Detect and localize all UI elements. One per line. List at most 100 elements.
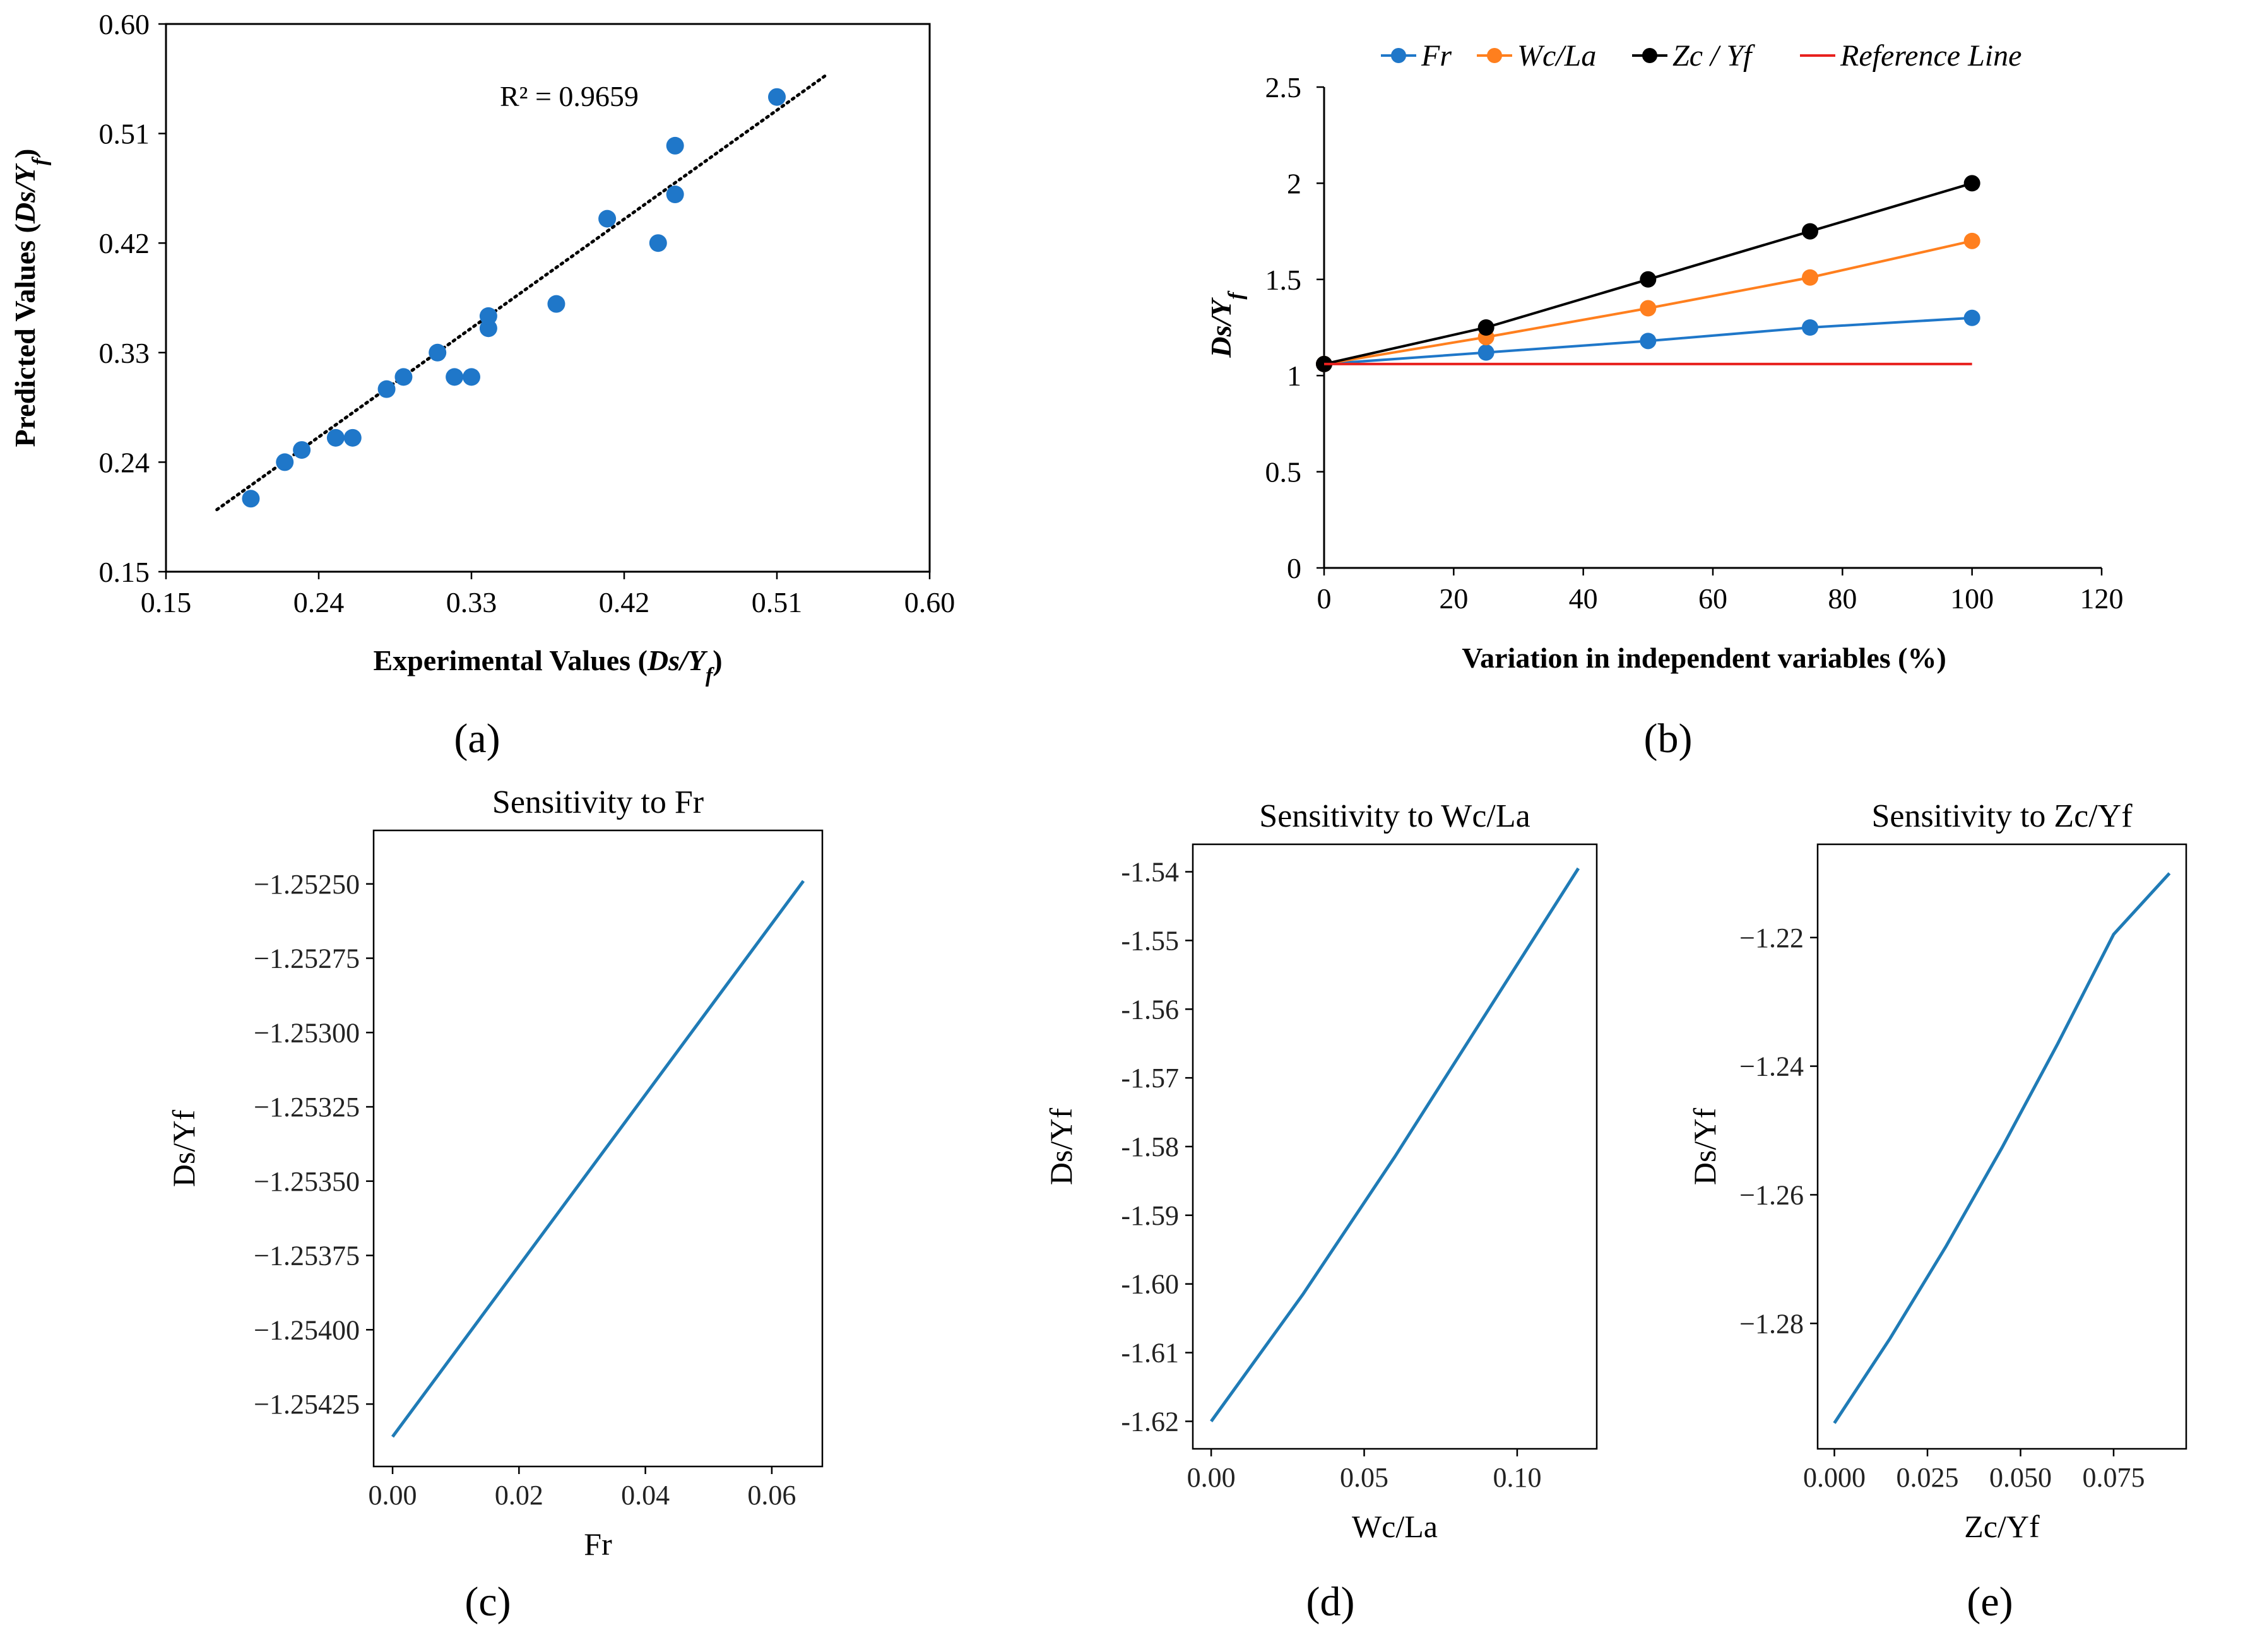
panel-e-sensitivity: Sensitivity to Zc/Yf 0.000 0.025 0.050 0.075… — [1687, 798, 2187, 1625]
y-tick-label-b: 1.5 — [1265, 264, 1302, 296]
y-axis-title-c: Ds/Yf — [166, 1110, 201, 1188]
series-marker-zcyf — [1640, 271, 1657, 288]
data-point — [429, 343, 447, 362]
panel-label-d: (d) — [1306, 1579, 1355, 1625]
panel-label-b: (b) — [1644, 716, 1693, 762]
plot-frame-c — [372, 829, 824, 1468]
x-tick-label-c: 0.00 — [369, 1480, 417, 1511]
x-tick-label-c: 0.02 — [495, 1480, 543, 1511]
y-tick-label-d: -1.59 — [1121, 1200, 1179, 1231]
data-point — [463, 368, 480, 386]
y-tick-label-b: 1 — [1287, 360, 1301, 392]
data-point — [446, 368, 464, 386]
series-marker-fr — [1477, 344, 1494, 361]
data-point — [276, 453, 294, 471]
data-point — [666, 136, 684, 155]
series-marker-fr — [1640, 333, 1657, 350]
x-tick-label-b: 0 — [1317, 582, 1332, 615]
x-tick-label-d: 0.00 — [1187, 1462, 1236, 1493]
y-tick-label-a: 0.15 — [99, 556, 150, 588]
legend-swatch-marker — [1487, 48, 1502, 63]
data-point — [598, 209, 617, 228]
x-tick-label-b: 80 — [1828, 582, 1857, 615]
sensitivity-line-d — [1210, 867, 1580, 1422]
x-tick-label-b: 20 — [1439, 582, 1468, 615]
x-tick-label-a: 0.24 — [293, 586, 345, 618]
y-tick-label-c: −1.25250 — [254, 869, 360, 900]
y-tick-label-a: 0.42 — [99, 227, 150, 259]
data-point — [479, 319, 497, 338]
x-tick-label-d: 0.05 — [1340, 1462, 1388, 1493]
series-marker-wcla — [1802, 269, 1818, 286]
panel-label-a: (a) — [454, 716, 500, 762]
y-tick-label-b: 2.5 — [1265, 71, 1302, 103]
x-tick-label-e: 0.000 — [1803, 1462, 1866, 1493]
x-tick-label-a: 0.15 — [141, 586, 192, 618]
chart-title-e: Sensitivity to Zc/Yf — [1871, 798, 2133, 834]
data-point — [377, 380, 396, 398]
series-marker-zcyf — [1802, 223, 1818, 240]
y-axis-title-e: Ds/Yf — [1687, 1108, 1722, 1186]
x-tick-label-b: 40 — [1569, 582, 1598, 615]
x-tick-label-b: 60 — [1698, 582, 1727, 615]
data-point — [343, 428, 362, 447]
series-marker-wcla — [1640, 300, 1657, 317]
x-tick-label-e: 0.075 — [2082, 1462, 2145, 1493]
y-tick-label-c: −1.25325 — [254, 1092, 360, 1123]
x-tick-label-b: 120 — [2080, 582, 2124, 615]
y-tick-label-e: −1.28 — [1739, 1308, 1804, 1339]
series-marker-zcyf — [1477, 319, 1494, 336]
legend-entry-label: Wc/La — [1517, 39, 1596, 73]
series-marker-fr — [1963, 309, 1980, 326]
x-tick-label-b: 100 — [1950, 582, 1994, 615]
data-point — [394, 368, 413, 386]
x-axis-title-b: Variation in independent variables (%) — [1462, 642, 1946, 674]
y-tick-label-d: -1.56 — [1121, 994, 1179, 1025]
y-tick-label-c: −1.25375 — [254, 1241, 360, 1271]
x-axis-title-e: Zc/Yf — [1964, 1509, 2040, 1544]
data-point — [768, 88, 786, 106]
legend-swatch-marker — [1642, 48, 1657, 63]
chart-title-c: Sensitivity to Fr — [492, 784, 704, 820]
y-tick-label-c: −1.25400 — [254, 1314, 360, 1345]
y-tick-label-d: -1.55 — [1121, 925, 1179, 956]
data-point — [666, 186, 684, 204]
y-axis-title-b: Ds/Yf — [1205, 290, 1248, 358]
x-axis-title-d: Wc/La — [1352, 1509, 1438, 1544]
y-tick-label-c: −1.25350 — [254, 1166, 360, 1197]
legend-entry-label: Fr — [1421, 39, 1452, 73]
panel-c-sensitivity: Sensitivity to Fr 0.00 0.02 0.04 0.06 −1.2542… — [166, 784, 824, 1625]
x-tick-label-a: 0.60 — [904, 586, 956, 618]
x-tick-label-e: 0.050 — [1989, 1462, 2052, 1493]
x-tick-label-a: 0.51 — [752, 586, 803, 618]
y-axis-title-a: Predicted Values (Ds/Yf) — [9, 148, 52, 447]
x-axis-title-a: Experimental Values (Ds/Yf) — [373, 644, 722, 687]
y-tick-label-e: −1.24 — [1739, 1051, 1804, 1082]
panel-label-e: (e) — [1967, 1579, 2013, 1625]
x-axis-title-c: Fr — [584, 1526, 612, 1562]
series-marker-wcla — [1963, 232, 1980, 249]
sensitivity-line-c — [391, 880, 805, 1438]
x-tick-label-e: 0.025 — [1897, 1462, 1959, 1493]
y-axis-title-d: Ds/Yf — [1043, 1108, 1079, 1186]
data-point — [547, 295, 565, 313]
data-point — [479, 307, 497, 325]
y-tick-label-a: 0.24 — [99, 446, 150, 478]
panel-a-scatter: 0.150.15 0.24 0.24 0.33 0.33 0.42 0.42 0.51 0.51… — [9, 8, 955, 762]
panel-label-c: (c) — [465, 1579, 511, 1625]
trendline — [215, 72, 830, 512]
y-tick-label-c: −1.25300 — [254, 1017, 360, 1048]
y-tick-label-b: 0.5 — [1265, 456, 1302, 488]
y-tick-label-c: −1.25425 — [254, 1389, 360, 1420]
y-tick-label-d: -1.60 — [1121, 1269, 1179, 1300]
y-tick-label-d: -1.54 — [1121, 857, 1179, 888]
panel-d-sensitivity: Sensitivity to Wc/La 0.00 0.05 0.10 -1.62 -1.… — [1043, 798, 1598, 1625]
data-point — [326, 428, 345, 447]
sensitivity-line-e — [1833, 872, 2171, 1424]
y-tick-label-a: 0.33 — [99, 337, 150, 369]
y-tick-label-b: 2 — [1287, 167, 1301, 199]
x-tick-label-a: 0.33 — [446, 586, 497, 618]
y-tick-label-e: −1.22 — [1739, 923, 1804, 953]
plot-frame-e — [1816, 843, 2187, 1450]
